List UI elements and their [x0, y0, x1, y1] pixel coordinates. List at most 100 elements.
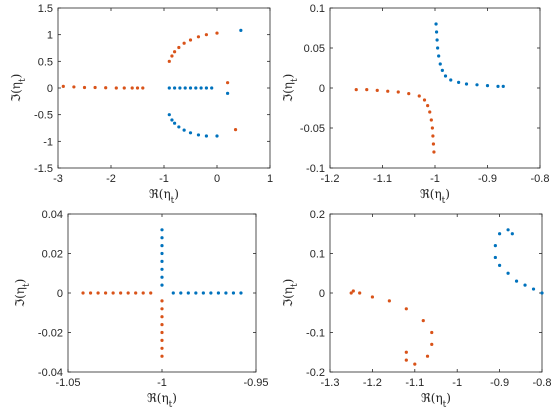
data-point [199, 86, 203, 90]
data-point [186, 291, 190, 295]
subplot-2: -1.2 -1.1 -1 -0.9 -0.8 -0.1 -0.05 0 0.05 0.1 ℜ(ηt)… [281, 3, 549, 206]
data-point [196, 35, 201, 39]
data-point [183, 86, 187, 90]
data-point [215, 134, 219, 138]
data-point [122, 86, 126, 90]
data-point [204, 86, 208, 90]
data-point [160, 275, 164, 279]
y-tick-label: 1.5 [38, 3, 53, 15]
series-1 [167, 28, 243, 138]
data-point [428, 110, 432, 114]
x-tick-label: -1.2 [363, 377, 382, 389]
data-point [173, 86, 177, 90]
data-point [167, 86, 171, 90]
y-axis-label: ℑ(ηt) [13, 279, 32, 308]
data-point [160, 228, 164, 232]
data-point [404, 358, 408, 362]
data-point [167, 113, 171, 117]
data-point [540, 291, 544, 295]
y-tick-label: 0.1 [310, 249, 325, 261]
data-point [434, 30, 439, 34]
data-point [426, 104, 430, 108]
x-tick-label: -0.9 [490, 377, 509, 389]
x-axis-label: ℜ(ηt) [149, 187, 179, 206]
data-point [72, 85, 76, 89]
data-point [514, 279, 519, 283]
data-point [430, 126, 434, 130]
data-point [178, 86, 182, 90]
data-point [160, 307, 164, 311]
data-point [430, 342, 434, 346]
data-point [209, 291, 213, 295]
data-point [396, 90, 400, 94]
data-point [430, 330, 434, 335]
data-point [443, 74, 448, 78]
data-point [438, 62, 442, 66]
data-point [215, 31, 219, 35]
data-point [194, 291, 198, 295]
x-tick-label: -3 [53, 173, 63, 185]
data-point [421, 319, 425, 323]
data-point [160, 259, 164, 263]
data-point [177, 45, 181, 50]
axes-box [329, 7, 541, 169]
y-axis-label: ℑ(ηt) [281, 279, 300, 308]
x-tick-label: 1 [267, 173, 273, 185]
data-point [179, 291, 183, 295]
x-tick-label: -1.2 [321, 173, 340, 185]
series-2 [349, 289, 434, 366]
data-point [431, 142, 436, 146]
x-tick-label: -1 [159, 173, 169, 185]
data-point [498, 263, 502, 267]
data-point [160, 338, 164, 342]
data-point [167, 59, 171, 63]
y-tick-label: 0.1 [310, 3, 325, 15]
axes-box [57, 7, 271, 169]
x-tick-label: -1.3 [321, 377, 340, 389]
y-tick-label: -0.04 [38, 367, 63, 379]
y-tick-label: -0.05 [300, 123, 325, 135]
data-point [226, 81, 230, 85]
y-tick-label: -1 [43, 136, 53, 148]
data-point [375, 88, 379, 92]
data-point [130, 86, 134, 90]
y-tick-label: 0.5 [38, 56, 53, 68]
data-point [160, 236, 164, 240]
data-point [435, 38, 439, 42]
y-tick-label: 0 [319, 288, 325, 300]
data-point [119, 291, 123, 295]
x-axis-label: ℜ(ηt) [420, 187, 450, 206]
data-point [417, 94, 421, 98]
y-tick-label: 0.05 [304, 43, 325, 55]
data-point [498, 232, 502, 236]
data-point [457, 80, 461, 84]
data-point [404, 350, 408, 354]
axes-box [329, 213, 543, 373]
x-tick-label: -1 [157, 377, 167, 389]
y-tick-label: -0.1 [306, 163, 325, 175]
data-point [431, 134, 435, 138]
data-point [233, 128, 238, 132]
series-1 [493, 228, 544, 295]
data-point [231, 291, 236, 295]
data-point [349, 291, 353, 295]
y-tick-label: 0.04 [42, 209, 63, 221]
x-tick-label: -1.05 [55, 377, 80, 389]
data-point [432, 150, 436, 154]
data-point [506, 228, 510, 232]
series-1 [160, 228, 243, 295]
data-point [93, 85, 97, 90]
data-point [149, 291, 153, 295]
x-tick-label: -1 [430, 173, 440, 185]
data-point [96, 291, 100, 295]
data-point [210, 86, 214, 90]
data-point [501, 84, 505, 88]
x-tick-label: -1 [452, 377, 462, 389]
series-1 [434, 22, 505, 88]
data-point [171, 291, 175, 295]
series-2 [81, 291, 164, 358]
x-axis-label: ℜ(ηt) [421, 391, 451, 410]
data-point [436, 46, 440, 50]
y-tick-label: -0.1 [306, 328, 325, 340]
